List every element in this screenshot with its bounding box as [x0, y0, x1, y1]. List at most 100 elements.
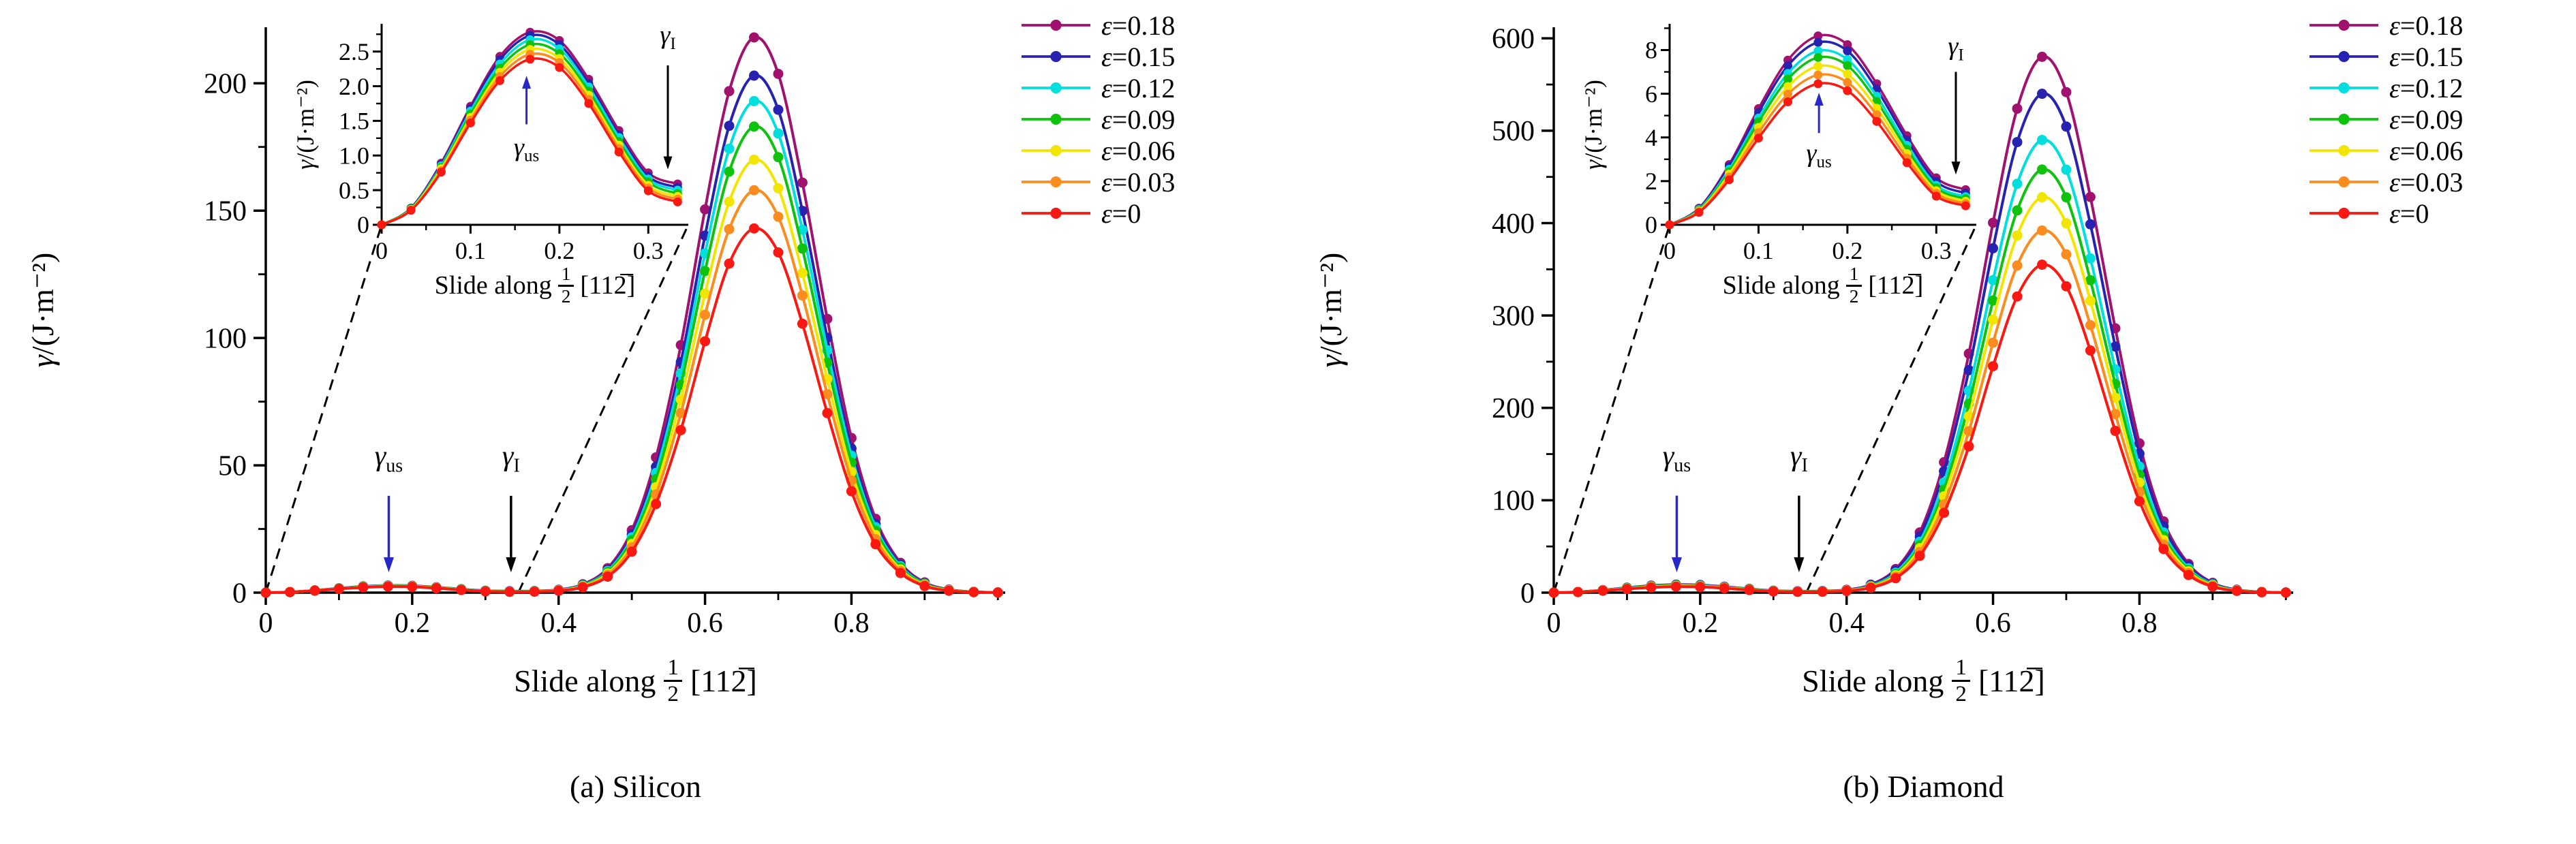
- fraction-denominator: 2: [667, 681, 679, 706]
- svg-text:0.8: 0.8: [833, 608, 870, 639]
- y-axis-title: γ/(J·m⁻²): [1312, 253, 1349, 368]
- legend-marker-icon: [1021, 113, 1091, 125]
- legend-label: ε=0.12: [2389, 72, 2464, 104]
- zoom-connector-line: [264, 224, 383, 593]
- zoom-connector-line: [1805, 224, 1978, 593]
- svg-text:0.2: 0.2: [1683, 608, 1719, 639]
- fraction-numerator: 1: [1952, 655, 1970, 682]
- legend-label: ε=0: [2389, 198, 2429, 229]
- svg-text:0.2: 0.2: [1832, 237, 1862, 264]
- legend-item: ε=0.06: [2308, 135, 2464, 166]
- series-eps-0.18: [1548, 51, 2291, 598]
- legend-item: ε=0.18: [2308, 10, 2464, 41]
- svg-text:γI: γI: [660, 20, 675, 52]
- svg-text:0.8: 0.8: [2121, 608, 2158, 639]
- miller-direction: [112̅]: [1978, 663, 2045, 698]
- legend-item: ε=0.03: [1020, 166, 1176, 198]
- y-axis-units: /(J·m⁻²): [1313, 252, 1348, 356]
- x-axis-title-text: Slide along: [514, 663, 656, 698]
- svg-text:γus: γus: [1807, 139, 1832, 171]
- series-eps-0.03: [1665, 70, 1970, 230]
- series-eps-0: [260, 223, 1003, 598]
- miller-direction: [112̅]: [690, 663, 757, 698]
- legend-marker-icon: [2309, 113, 2379, 125]
- svg-text:500: 500: [1492, 116, 1535, 147]
- legend-label: ε=0.03: [2389, 166, 2464, 198]
- svg-text:200: 200: [204, 69, 247, 100]
- legend-marker-icon: [1021, 50, 1091, 63]
- legend-marker-icon: [2309, 144, 2379, 157]
- y-axis-title: γ/(J·m⁻²): [24, 253, 61, 368]
- legend-marker-icon: [1021, 144, 1091, 157]
- legend-label: ε=0.12: [1101, 72, 1176, 104]
- legend-item: ε=0.03: [2308, 166, 2464, 198]
- annotation-gamma-us: γus: [1663, 441, 1691, 573]
- svg-text:0: 0: [1520, 578, 1535, 609]
- fraction-denominator: 2: [1955, 681, 1967, 706]
- miller-direction: [112̅]: [1868, 271, 1924, 300]
- legend-item: ε=0.18: [1020, 10, 1175, 41]
- panel-diamond: 0 0.2 0.4 0.6 0.8 0 100 200 300 400 500 600 0 0.1 0.2 0…: [1288, 0, 2576, 844]
- inset-x-axis-title-text: Slide along: [1722, 271, 1840, 300]
- legend-marker-icon: [1021, 207, 1091, 219]
- svg-text:0.2: 0.2: [544, 237, 574, 264]
- legend-item: ε=0.09: [1020, 104, 1176, 135]
- legend-label: ε=0.09: [1101, 104, 1176, 135]
- one-half-fraction: 1 2: [1845, 264, 1862, 307]
- svg-text:600: 600: [1492, 24, 1535, 55]
- annotation-gamma-us: γus: [1807, 93, 1832, 171]
- svg-text:0.2: 0.2: [395, 608, 431, 639]
- inset-y-axis-title: γ/(J·m⁻²): [1579, 80, 1608, 170]
- zoom-connector-line: [517, 224, 690, 593]
- inset-axes: 0 0.1 0.2 0.3 0 2 4 6 8: [1645, 24, 1976, 264]
- annotation-gamma-I: γI: [1948, 32, 1964, 175]
- legend-label: ε=0.06: [2389, 135, 2464, 166]
- svg-text:2.5: 2.5: [339, 38, 369, 65]
- x-axis-title: Slide along 1 2 [112̅]: [1554, 655, 2293, 706]
- series-eps-0.12: [377, 35, 682, 230]
- one-half-fraction: 1 2: [1952, 655, 1970, 706]
- svg-text:0.6: 0.6: [1975, 608, 2011, 639]
- svg-text:0: 0: [1645, 211, 1657, 238]
- series-eps-0.03: [377, 50, 682, 230]
- legend-label: ε=0.18: [2389, 10, 2464, 41]
- one-half-fraction: 1 2: [557, 264, 574, 307]
- series-eps-0.06: [377, 45, 682, 230]
- legend-label: ε=0.03: [1101, 166, 1176, 198]
- inset-y-axis-title: γ/(J·m⁻²): [291, 80, 320, 170]
- svg-text:0.4: 0.4: [1828, 608, 1865, 639]
- svg-text:300: 300: [1492, 300, 1535, 332]
- inset-x-axis-title-text: Slide along: [434, 271, 552, 300]
- legend: ε=0.18 ε=0.15 ε=0.12 ε=0.09 ε=0.06 ε=0.03 ε=0: [2308, 10, 2464, 229]
- miller-direction: [112̅]: [580, 271, 636, 300]
- gamma-symbol: γ: [1580, 159, 1607, 170]
- fraction-numerator: 1: [664, 655, 682, 682]
- legend-label: ε=0.09: [2389, 104, 2464, 135]
- svg-text:2.0: 2.0: [339, 73, 369, 100]
- svg-text:0: 0: [357, 211, 369, 238]
- legend-marker-icon: [1021, 82, 1091, 94]
- legend-item: ε=0.15: [1020, 41, 1176, 72]
- legend-marker-icon: [2309, 176, 2379, 188]
- svg-text:γI: γI: [1948, 32, 1963, 64]
- series-eps-0: [1548, 260, 2291, 598]
- legend-marker-icon: [2309, 207, 2379, 219]
- svg-text:50: 50: [218, 450, 247, 482]
- svg-text:γI: γI: [502, 441, 520, 476]
- svg-text:0.5: 0.5: [339, 176, 369, 204]
- annotation-gamma-I: γI: [502, 441, 520, 573]
- inset-axes: 0 0.1 0.2 0.3 0 0.5 1.0 1.5 2.0 2.5: [339, 24, 688, 264]
- svg-text:0: 0: [1547, 608, 1561, 639]
- svg-text:150: 150: [204, 196, 247, 227]
- svg-text:0.1: 0.1: [455, 237, 486, 264]
- legend-marker-icon: [2309, 19, 2379, 31]
- legend-item: ε=0.12: [1020, 72, 1176, 104]
- svg-text:0.4: 0.4: [540, 608, 577, 639]
- legend-label: ε=0.06: [1101, 135, 1176, 166]
- legend-label: ε=0.15: [1101, 41, 1176, 72]
- svg-text:100: 100: [1492, 486, 1535, 517]
- svg-text:0.3: 0.3: [1921, 237, 1952, 264]
- legend-item: ε=0.09: [2308, 104, 2464, 135]
